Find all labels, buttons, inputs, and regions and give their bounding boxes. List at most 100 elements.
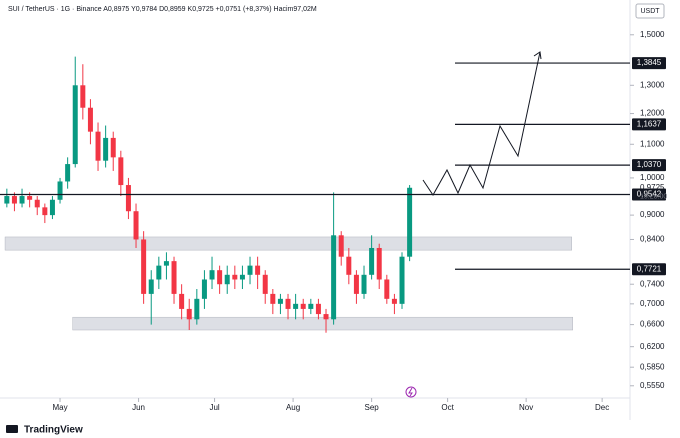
candle-body <box>407 187 413 257</box>
candle-body <box>399 256 405 304</box>
candle-body <box>331 235 337 320</box>
level-label: 0,9542 <box>637 190 662 199</box>
event-icon[interactable] <box>405 386 417 398</box>
y-tick-label: 0,6200 <box>640 342 665 351</box>
projection-arrowhead <box>533 51 542 60</box>
candle-body <box>141 239 147 294</box>
level-label: 0,7721 <box>637 264 662 273</box>
candle-body <box>80 85 86 108</box>
event-icon-bolt <box>408 387 413 397</box>
footer <box>0 420 680 438</box>
y-tick-label: 1,1000 <box>640 139 665 148</box>
x-tick-label: Oct <box>441 403 454 412</box>
candle-body <box>133 211 139 240</box>
level-label: 1,3845 <box>637 58 662 67</box>
candle-body <box>315 303 321 315</box>
y-tick-label: 0,6600 <box>640 320 665 329</box>
candle-body <box>103 137 109 161</box>
candle-body <box>118 157 124 186</box>
x-tick-label: Nov <box>519 403 533 412</box>
candle-body <box>376 247 382 280</box>
x-tick-label: Dec <box>595 403 609 412</box>
brand-name: TradingView <box>24 425 83 436</box>
zone <box>72 316 574 331</box>
candle-body <box>232 274 238 280</box>
x-tick-label: Jul <box>209 403 219 412</box>
y-tick-label: 0,5550 <box>640 381 665 390</box>
brand-logo <box>6 425 18 433</box>
level-label: 1,1637 <box>637 120 662 129</box>
current-price-label: 0,9725 <box>640 183 665 192</box>
candle-body <box>49 199 55 216</box>
level-label-box <box>632 188 666 201</box>
candle-body <box>95 131 101 161</box>
candle-body <box>224 274 230 285</box>
candle-body <box>285 298 291 309</box>
candle-body <box>27 196 33 200</box>
candle-body <box>156 265 162 280</box>
candle-body <box>346 256 352 275</box>
candle-body <box>201 279 207 299</box>
candle-body <box>338 235 344 257</box>
candle-body <box>42 207 48 216</box>
candle-body <box>11 196 17 204</box>
candle-body <box>65 164 71 182</box>
level-label: 1,0370 <box>637 160 662 169</box>
candle-body <box>179 293 185 309</box>
candle-body <box>171 261 177 294</box>
x-tick-label: Jun <box>132 403 145 412</box>
candle-body <box>323 314 329 320</box>
candle-body <box>217 270 223 285</box>
level-label-box <box>632 118 666 131</box>
candle-body <box>239 274 245 280</box>
candle-body <box>384 279 390 299</box>
symbol-header: SUI / TetherUS · 1G · Binance A0,8975 Y0… <box>8 6 317 13</box>
candle-body <box>110 137 116 158</box>
candle-body <box>361 274 367 294</box>
candle-body <box>270 293 276 304</box>
x-tick-label: Sep <box>364 403 379 412</box>
candle-body <box>262 274 268 294</box>
candle-body <box>19 196 25 204</box>
candle-body <box>34 199 40 208</box>
candle-body <box>247 265 253 275</box>
y-tick-label: 1,0000 <box>640 173 665 182</box>
candle-body <box>163 261 169 266</box>
y-tick-label: 0,7000 <box>640 299 665 308</box>
candle-body <box>125 185 131 212</box>
candle-body <box>209 270 215 280</box>
candle-body <box>186 308 192 320</box>
candle-body <box>87 107 93 132</box>
x-tick-label: May <box>52 403 67 412</box>
candle-body <box>255 265 261 275</box>
currency-box[interactable] <box>635 3 665 19</box>
y-tick-label: 0,7400 <box>640 279 665 288</box>
level-label-box <box>632 263 666 276</box>
level-label-box <box>632 159 666 172</box>
y-tick-label: 1,5000 <box>640 30 665 39</box>
candle-body <box>148 279 154 294</box>
candle-body <box>308 303 314 309</box>
candle-body <box>391 298 397 304</box>
y-tick-label: 0,8400 <box>640 235 665 244</box>
y-tick-label: 1,2000 <box>640 109 665 118</box>
level-label-box <box>632 57 666 70</box>
candle-body <box>369 247 375 275</box>
candle-body <box>72 85 78 165</box>
candle-body <box>277 298 283 304</box>
x-tick-label: Aug <box>286 403 300 412</box>
candle-body <box>353 274 359 294</box>
current-time-label: 15:28:00 <box>640 194 667 201</box>
y-tick-label: 1,3000 <box>640 80 665 89</box>
candle-body <box>57 181 63 200</box>
y-tick-label: 0,5850 <box>640 362 665 371</box>
currency: USDT <box>640 8 660 15</box>
y-tick-label: 0,9000 <box>640 210 665 219</box>
candle-body <box>4 196 10 204</box>
zone <box>4 236 572 251</box>
candle-body <box>293 303 299 309</box>
candle-body <box>300 303 306 309</box>
candle-body <box>194 298 200 320</box>
